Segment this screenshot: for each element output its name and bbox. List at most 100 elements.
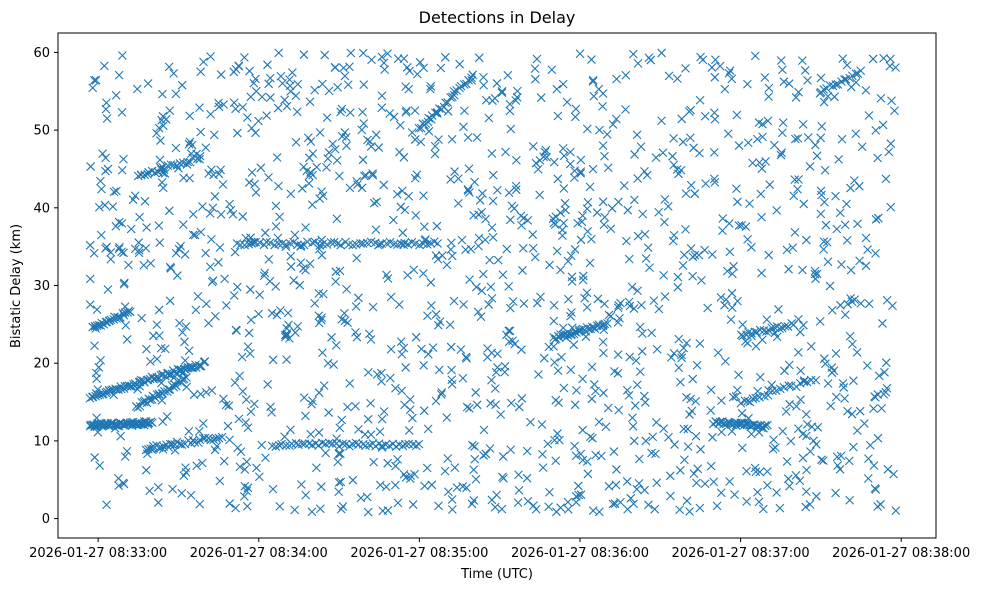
data-point	[803, 133, 813, 142]
data-point	[310, 237, 320, 247]
data-point	[692, 478, 701, 488]
data-point	[847, 297, 857, 307]
data-point	[476, 312, 486, 322]
data-point	[241, 395, 251, 405]
data-point	[469, 465, 479, 475]
data-point	[717, 427, 726, 437]
data-point	[514, 470, 523, 480]
data-point	[286, 189, 296, 199]
data-point	[589, 91, 599, 101]
data-point	[447, 365, 456, 375]
data-point	[688, 271, 698, 281]
data-point	[754, 497, 764, 507]
data-point	[377, 91, 387, 101]
data-point	[511, 155, 521, 165]
data-point	[381, 482, 391, 492]
data-point	[606, 224, 616, 234]
data-point	[831, 80, 841, 89]
data-point	[790, 175, 800, 184]
data-point	[886, 202, 896, 212]
data-point	[796, 395, 805, 405]
data-point	[235, 371, 244, 381]
data-point	[264, 255, 274, 264]
data-point	[707, 250, 717, 259]
data-point	[171, 248, 181, 258]
data-point	[114, 217, 124, 227]
data-point	[760, 421, 770, 431]
data-point	[388, 215, 398, 225]
data-point	[684, 107, 694, 117]
data-point	[221, 400, 231, 410]
data-point	[380, 65, 390, 75]
data-point	[447, 505, 457, 514]
data-point	[419, 406, 429, 416]
data-point	[414, 439, 424, 449]
data-point	[351, 302, 361, 311]
data-point	[852, 347, 862, 357]
data-point	[851, 69, 861, 79]
data-point	[225, 499, 235, 508]
data-point	[440, 466, 450, 476]
data-point	[470, 454, 480, 464]
data-point	[603, 163, 613, 173]
data-point	[873, 390, 883, 399]
data-point	[797, 56, 807, 65]
data-point	[793, 134, 803, 143]
data-point	[757, 335, 767, 345]
data-point	[891, 506, 901, 516]
data-point	[506, 445, 516, 455]
data-point	[184, 426, 194, 436]
data-point	[146, 357, 155, 366]
data-point	[454, 174, 463, 183]
data-point	[102, 114, 112, 123]
data-point	[730, 490, 739, 500]
data-point	[167, 440, 177, 449]
data-point	[430, 149, 440, 159]
data-point	[713, 348, 723, 358]
data-point	[529, 501, 538, 511]
data-point	[862, 361, 872, 370]
data-point	[371, 130, 381, 140]
data-point	[363, 367, 373, 377]
data-point	[678, 261, 688, 270]
data-point	[822, 237, 832, 247]
data-point	[249, 399, 259, 409]
y-tick-label: 20	[33, 357, 50, 372]
data-point	[442, 260, 452, 270]
x-tick-label: 2026-01-27 08:33:00	[29, 546, 167, 561]
data-point	[333, 457, 343, 467]
data-point	[619, 181, 629, 191]
data-point	[314, 311, 324, 321]
data-point	[504, 282, 514, 291]
data-point	[462, 402, 472, 412]
data-point	[434, 365, 444, 375]
data-point	[263, 60, 272, 70]
y-tick-label: 40	[33, 201, 50, 216]
data-point	[748, 394, 758, 404]
data-point	[758, 132, 767, 142]
data-point	[405, 405, 415, 415]
data-point	[403, 270, 413, 280]
data-point	[853, 219, 862, 229]
data-point	[242, 501, 252, 511]
data-point	[393, 454, 402, 464]
data-point	[215, 476, 225, 486]
data-point	[124, 260, 133, 270]
data-point	[755, 467, 765, 477]
data-point	[784, 481, 794, 491]
data-point	[480, 235, 490, 245]
data-point	[169, 68, 179, 78]
data-point	[528, 243, 538, 253]
data-point	[264, 79, 274, 89]
data-point	[358, 155, 368, 165]
data-point	[488, 232, 498, 242]
data-point	[650, 504, 660, 514]
data-point	[516, 211, 526, 221]
data-point	[751, 467, 761, 477]
data-point	[225, 435, 234, 445]
data-point	[334, 487, 344, 497]
data-point	[809, 436, 818, 446]
data-point	[767, 323, 777, 333]
data-point	[115, 242, 124, 252]
data-point	[145, 395, 155, 405]
